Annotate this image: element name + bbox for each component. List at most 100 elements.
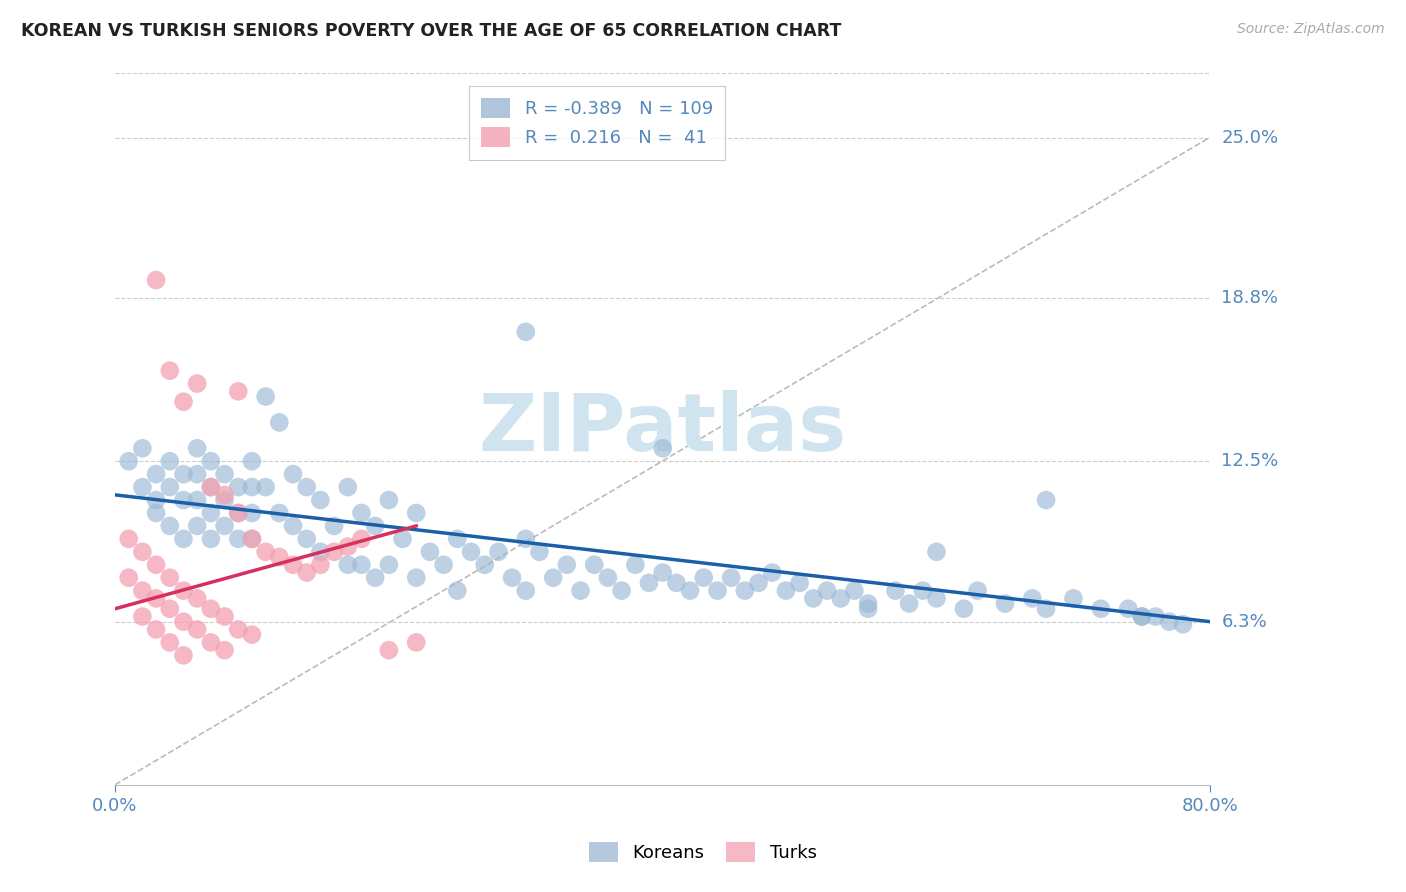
Point (336, 480, 359, 494)
Point (214, 643, 236, 657)
Point (323, 519, 346, 533)
Point (131, 480, 153, 494)
Point (309, 493, 332, 508)
Point (364, 519, 387, 533)
Point (240, 480, 263, 494)
Point (254, 390, 277, 404)
Point (186, 376, 208, 391)
Point (801, 591, 824, 606)
Point (172, 648, 194, 663)
Point (186, 519, 208, 533)
Point (186, 442, 208, 456)
Point (405, 635, 427, 649)
Point (159, 571, 181, 585)
Point (419, 545, 441, 559)
Point (145, 506, 167, 520)
Point (269, 416, 291, 430)
Point (1035, 493, 1057, 508)
Point (172, 394, 194, 409)
Point (118, 532, 141, 546)
Point (281, 467, 304, 482)
Legend: R = -0.389   N = 109, R =  0.216   N =  41: R = -0.389 N = 109, R = 0.216 N = 41 (468, 86, 725, 160)
Point (226, 480, 249, 494)
Point (226, 623, 249, 637)
Point (966, 583, 988, 598)
Point (200, 506, 222, 520)
Point (159, 601, 181, 615)
Point (378, 558, 401, 572)
Point (350, 558, 373, 572)
Point (240, 627, 263, 641)
Point (884, 583, 907, 598)
Point (569, 583, 592, 598)
Point (172, 467, 194, 482)
Point (610, 583, 633, 598)
Point (281, 519, 304, 533)
Point (911, 583, 934, 598)
Point (734, 583, 756, 598)
Point (624, 558, 647, 572)
Point (131, 609, 153, 624)
Point (501, 571, 523, 585)
Point (186, 623, 208, 637)
Point (214, 493, 236, 508)
Text: KOREAN VS TURKISH SENIORS POVERTY OVER THE AGE OF 65 CORRELATION CHART: KOREAN VS TURKISH SENIORS POVERTY OVER T… (21, 22, 841, 40)
Point (953, 601, 976, 615)
Point (665, 575, 688, 590)
Point (200, 480, 222, 494)
Point (118, 571, 141, 585)
Point (226, 532, 249, 546)
Point (830, 591, 852, 606)
Point (405, 571, 427, 585)
Point (186, 591, 208, 606)
Point (200, 532, 222, 546)
Point (925, 545, 948, 559)
Point (254, 480, 277, 494)
Point (200, 635, 222, 649)
Point (145, 493, 167, 508)
Point (281, 558, 304, 572)
Point (172, 583, 194, 598)
Text: 25.0%: 25.0% (1222, 128, 1278, 146)
Point (460, 545, 482, 559)
Point (186, 493, 208, 508)
Point (118, 454, 141, 468)
Point (856, 597, 879, 611)
Point (295, 480, 318, 494)
Point (446, 583, 468, 598)
Point (474, 558, 496, 572)
Point (295, 566, 318, 580)
Point (295, 532, 318, 546)
Point (1062, 591, 1084, 606)
Point (378, 493, 401, 508)
Text: 6.3%: 6.3% (1222, 613, 1267, 631)
Point (898, 597, 921, 611)
Point (131, 583, 153, 598)
Point (720, 571, 742, 585)
Point (145, 273, 167, 287)
Text: Source: ZipAtlas.com: Source: ZipAtlas.com (1237, 22, 1385, 37)
Point (159, 364, 181, 378)
Point (214, 467, 236, 482)
Point (131, 545, 153, 559)
Point (145, 591, 167, 606)
Point (254, 545, 277, 559)
Point (775, 583, 797, 598)
Point (159, 519, 181, 533)
Point (1159, 615, 1181, 629)
Point (1171, 617, 1194, 632)
Point (1090, 601, 1112, 615)
Point (391, 532, 413, 546)
Point (172, 493, 194, 508)
Point (200, 480, 222, 494)
Point (269, 549, 291, 564)
Point (159, 454, 181, 468)
Point (1144, 609, 1167, 624)
Point (541, 571, 564, 585)
Point (145, 558, 167, 572)
Point (486, 545, 509, 559)
Point (679, 583, 702, 598)
Point (309, 558, 332, 572)
Point (172, 615, 194, 629)
Point (925, 591, 948, 606)
